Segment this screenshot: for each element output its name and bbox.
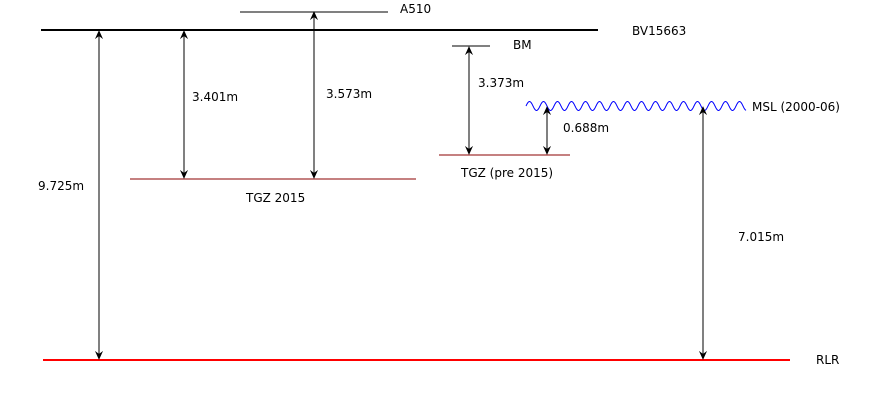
measure-tgz2015-a510: 3.573m (326, 87, 372, 101)
measure-tgz2015-bv15663: 3.401m (192, 90, 238, 104)
msl-label: MSL (2000-06) (752, 100, 840, 114)
measure-rlr-msl: 7.015m (738, 230, 784, 244)
measure-tgzpre-bm: 3.373m (478, 76, 524, 90)
tgz-2015-label: TGZ 2015 (245, 191, 305, 205)
a510-label: A510 (400, 2, 431, 16)
bm-label: BM (513, 38, 532, 52)
bv15663-label: BV15663 (632, 24, 686, 38)
tgz-pre-2015-label: TGZ (pre 2015) (460, 166, 553, 180)
msl-wave-line (525, 100, 747, 112)
measure-tgzpre-msl: 0.688m (563, 121, 609, 135)
measure-rlr-bv15663: 9.725m (38, 179, 84, 193)
rlr-label: RLR (816, 353, 839, 367)
